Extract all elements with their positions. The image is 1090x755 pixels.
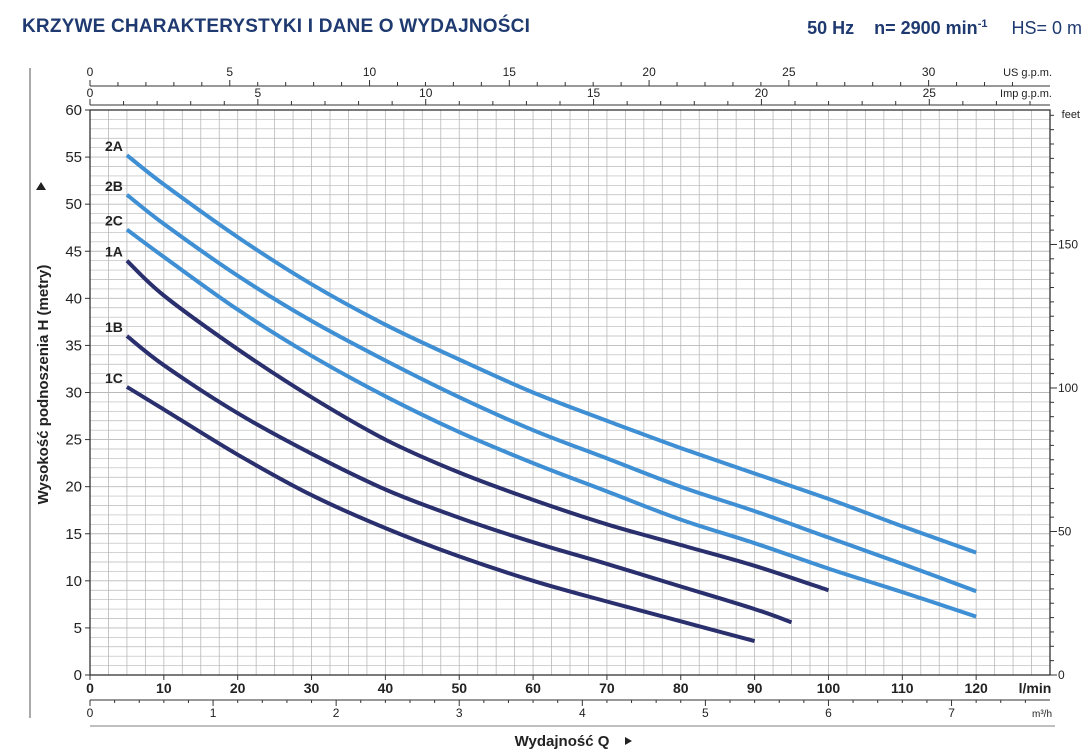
series-label-2b: 2B — [105, 178, 123, 194]
x-tick-label: 80 — [673, 680, 689, 696]
y-tick-label: 45 — [65, 243, 82, 260]
m3h-unit-label: m³/h — [1032, 709, 1052, 720]
imp-gpm-tick-label: 10 — [419, 86, 433, 100]
us-gpm-tick-label: 15 — [503, 65, 517, 79]
us-gpm-tick-label: 0 — [87, 65, 94, 79]
y-axis-title: Wysokość podnoszenia H (metry) — [35, 265, 52, 505]
operating-conditions: 50 Hz n= 2900 min-1 HS= 0 m — [807, 18, 1082, 39]
y-tick-label: 15 — [65, 526, 82, 543]
m3h-tick-label: 2 — [333, 706, 340, 720]
us-gpm-tick-label: 5 — [226, 65, 233, 79]
m3h-tick-label: 3 — [456, 706, 463, 720]
y-tick-label: 0 — [74, 667, 82, 684]
speed-value: n= 2900 min — [874, 18, 978, 38]
imp-gpm-tick-label: 20 — [755, 86, 769, 100]
series-line-1b — [125, 334, 793, 625]
y-axis-arrow-icon — [36, 182, 46, 190]
imp-gpm-unit-label: Imp g.p.m. — [1000, 88, 1052, 100]
x-tick-label: 110 — [891, 680, 914, 696]
y-tick-label: 50 — [65, 196, 82, 213]
feet-unit-label: feet — [1062, 109, 1080, 121]
x-axis-title: Wydajność Q — [515, 733, 610, 750]
us-gpm-unit-label: US g.p.m. — [1003, 67, 1052, 79]
series-line-2a — [125, 153, 977, 555]
x-tick-label: 90 — [747, 680, 763, 696]
x-tick-label: 50 — [451, 680, 467, 696]
series-line-1c — [125, 385, 756, 644]
imp-gpm-tick-label: 15 — [587, 86, 601, 100]
frequency-label: 50 Hz — [807, 18, 855, 38]
x-unit-label: l/min — [1019, 680, 1052, 696]
y-tick-label: 30 — [65, 385, 82, 402]
series-label-1a: 1A — [105, 244, 123, 260]
m3h-tick-label: 6 — [825, 706, 832, 720]
y-tick-label: 10 — [65, 573, 82, 590]
chart-title: KRZYWE CHARAKTERYSTYKI I DANE O WYDAJNOŚ… — [22, 16, 531, 37]
us-gpm-tick-label: 20 — [642, 65, 656, 79]
x-tick-label: 60 — [525, 680, 541, 696]
x-tick-label: 10 — [156, 680, 172, 696]
x-tick-label: 70 — [599, 680, 615, 696]
x-tick-label: 0 — [86, 680, 94, 696]
x-tick-label: 30 — [304, 680, 320, 696]
series-line-1a — [125, 259, 830, 593]
suction-height-label: HS= 0 m — [1011, 18, 1082, 38]
y-tick-label: 35 — [65, 337, 82, 354]
m3h-tick-label: 1 — [210, 706, 217, 720]
m3h-tick-label: 0 — [87, 706, 94, 720]
y-tick-label: 55 — [65, 149, 82, 166]
x-tick-label: 20 — [230, 680, 246, 696]
series-label-1b: 1B — [105, 319, 123, 335]
us-gpm-tick-label: 10 — [363, 65, 377, 79]
x-axis-arrow-icon — [625, 737, 632, 745]
y-tick-label: 5 — [74, 620, 82, 637]
series-label-2c: 2C — [105, 213, 123, 229]
y-tick-label: 20 — [65, 479, 82, 496]
m3h-tick-label: 7 — [948, 706, 955, 720]
us-gpm-tick-label: 25 — [782, 65, 796, 79]
m3h-tick-label: 4 — [579, 706, 586, 720]
y-tick-label: 60 — [65, 102, 82, 119]
speed-exponent: -1 — [977, 18, 988, 30]
series-line-2b — [125, 193, 977, 594]
x-tick-label: 100 — [817, 680, 841, 696]
us-gpm-tick-label: 30 — [922, 65, 936, 79]
y-tick-label: 40 — [65, 290, 82, 307]
imp-gpm-tick-label: 0 — [87, 86, 94, 100]
x-tick-label: 40 — [378, 680, 394, 696]
series-line-2c — [125, 227, 977, 619]
imp-gpm-tick-label: 5 — [255, 86, 262, 100]
y-tick-label: 25 — [65, 432, 82, 449]
series-label-2a: 2A — [105, 138, 123, 154]
feet-tick-label: 50 — [1058, 524, 1072, 538]
feet-tick-label: 0 — [1058, 668, 1065, 682]
m3h-tick-label: 5 — [702, 706, 709, 720]
speed-label: n= 2900 min-1 — [874, 18, 987, 38]
series-label-1c: 1C — [105, 370, 123, 386]
imp-gpm-tick-label: 25 — [923, 86, 937, 100]
feet-tick-label: 150 — [1058, 237, 1078, 251]
x-tick-label: 120 — [964, 680, 988, 696]
feet-tick-label: 100 — [1058, 381, 1078, 395]
